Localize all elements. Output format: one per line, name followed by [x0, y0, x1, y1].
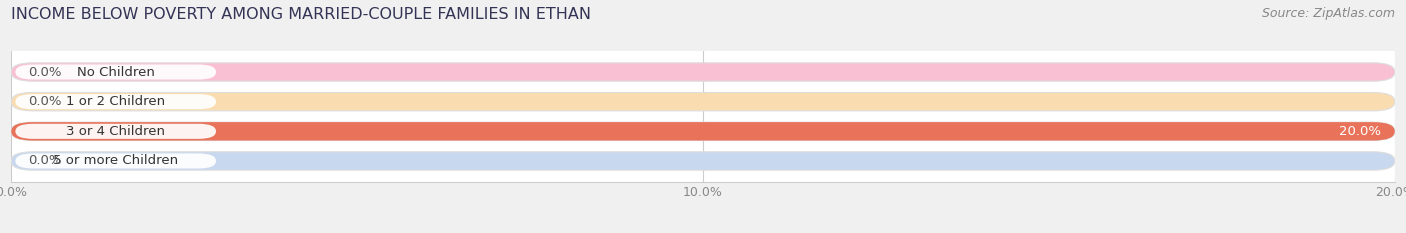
FancyBboxPatch shape [11, 122, 1395, 140]
FancyBboxPatch shape [11, 93, 1395, 111]
Text: 1 or 2 Children: 1 or 2 Children [66, 95, 166, 108]
FancyBboxPatch shape [15, 124, 217, 139]
Text: No Children: No Children [77, 65, 155, 79]
Text: 0.0%: 0.0% [28, 95, 62, 108]
Text: 0.0%: 0.0% [28, 65, 62, 79]
FancyBboxPatch shape [11, 63, 1395, 81]
Text: 5 or more Children: 5 or more Children [53, 154, 179, 168]
FancyBboxPatch shape [11, 152, 1395, 170]
Text: 20.0%: 20.0% [1339, 125, 1381, 138]
Text: INCOME BELOW POVERTY AMONG MARRIED-COUPLE FAMILIES IN ETHAN: INCOME BELOW POVERTY AMONG MARRIED-COUPL… [11, 7, 592, 22]
FancyBboxPatch shape [15, 94, 217, 109]
Text: 0.0%: 0.0% [28, 154, 62, 168]
FancyBboxPatch shape [11, 122, 1395, 140]
FancyBboxPatch shape [15, 65, 217, 79]
Text: Source: ZipAtlas.com: Source: ZipAtlas.com [1261, 7, 1395, 20]
FancyBboxPatch shape [15, 154, 217, 168]
Text: 3 or 4 Children: 3 or 4 Children [66, 125, 165, 138]
